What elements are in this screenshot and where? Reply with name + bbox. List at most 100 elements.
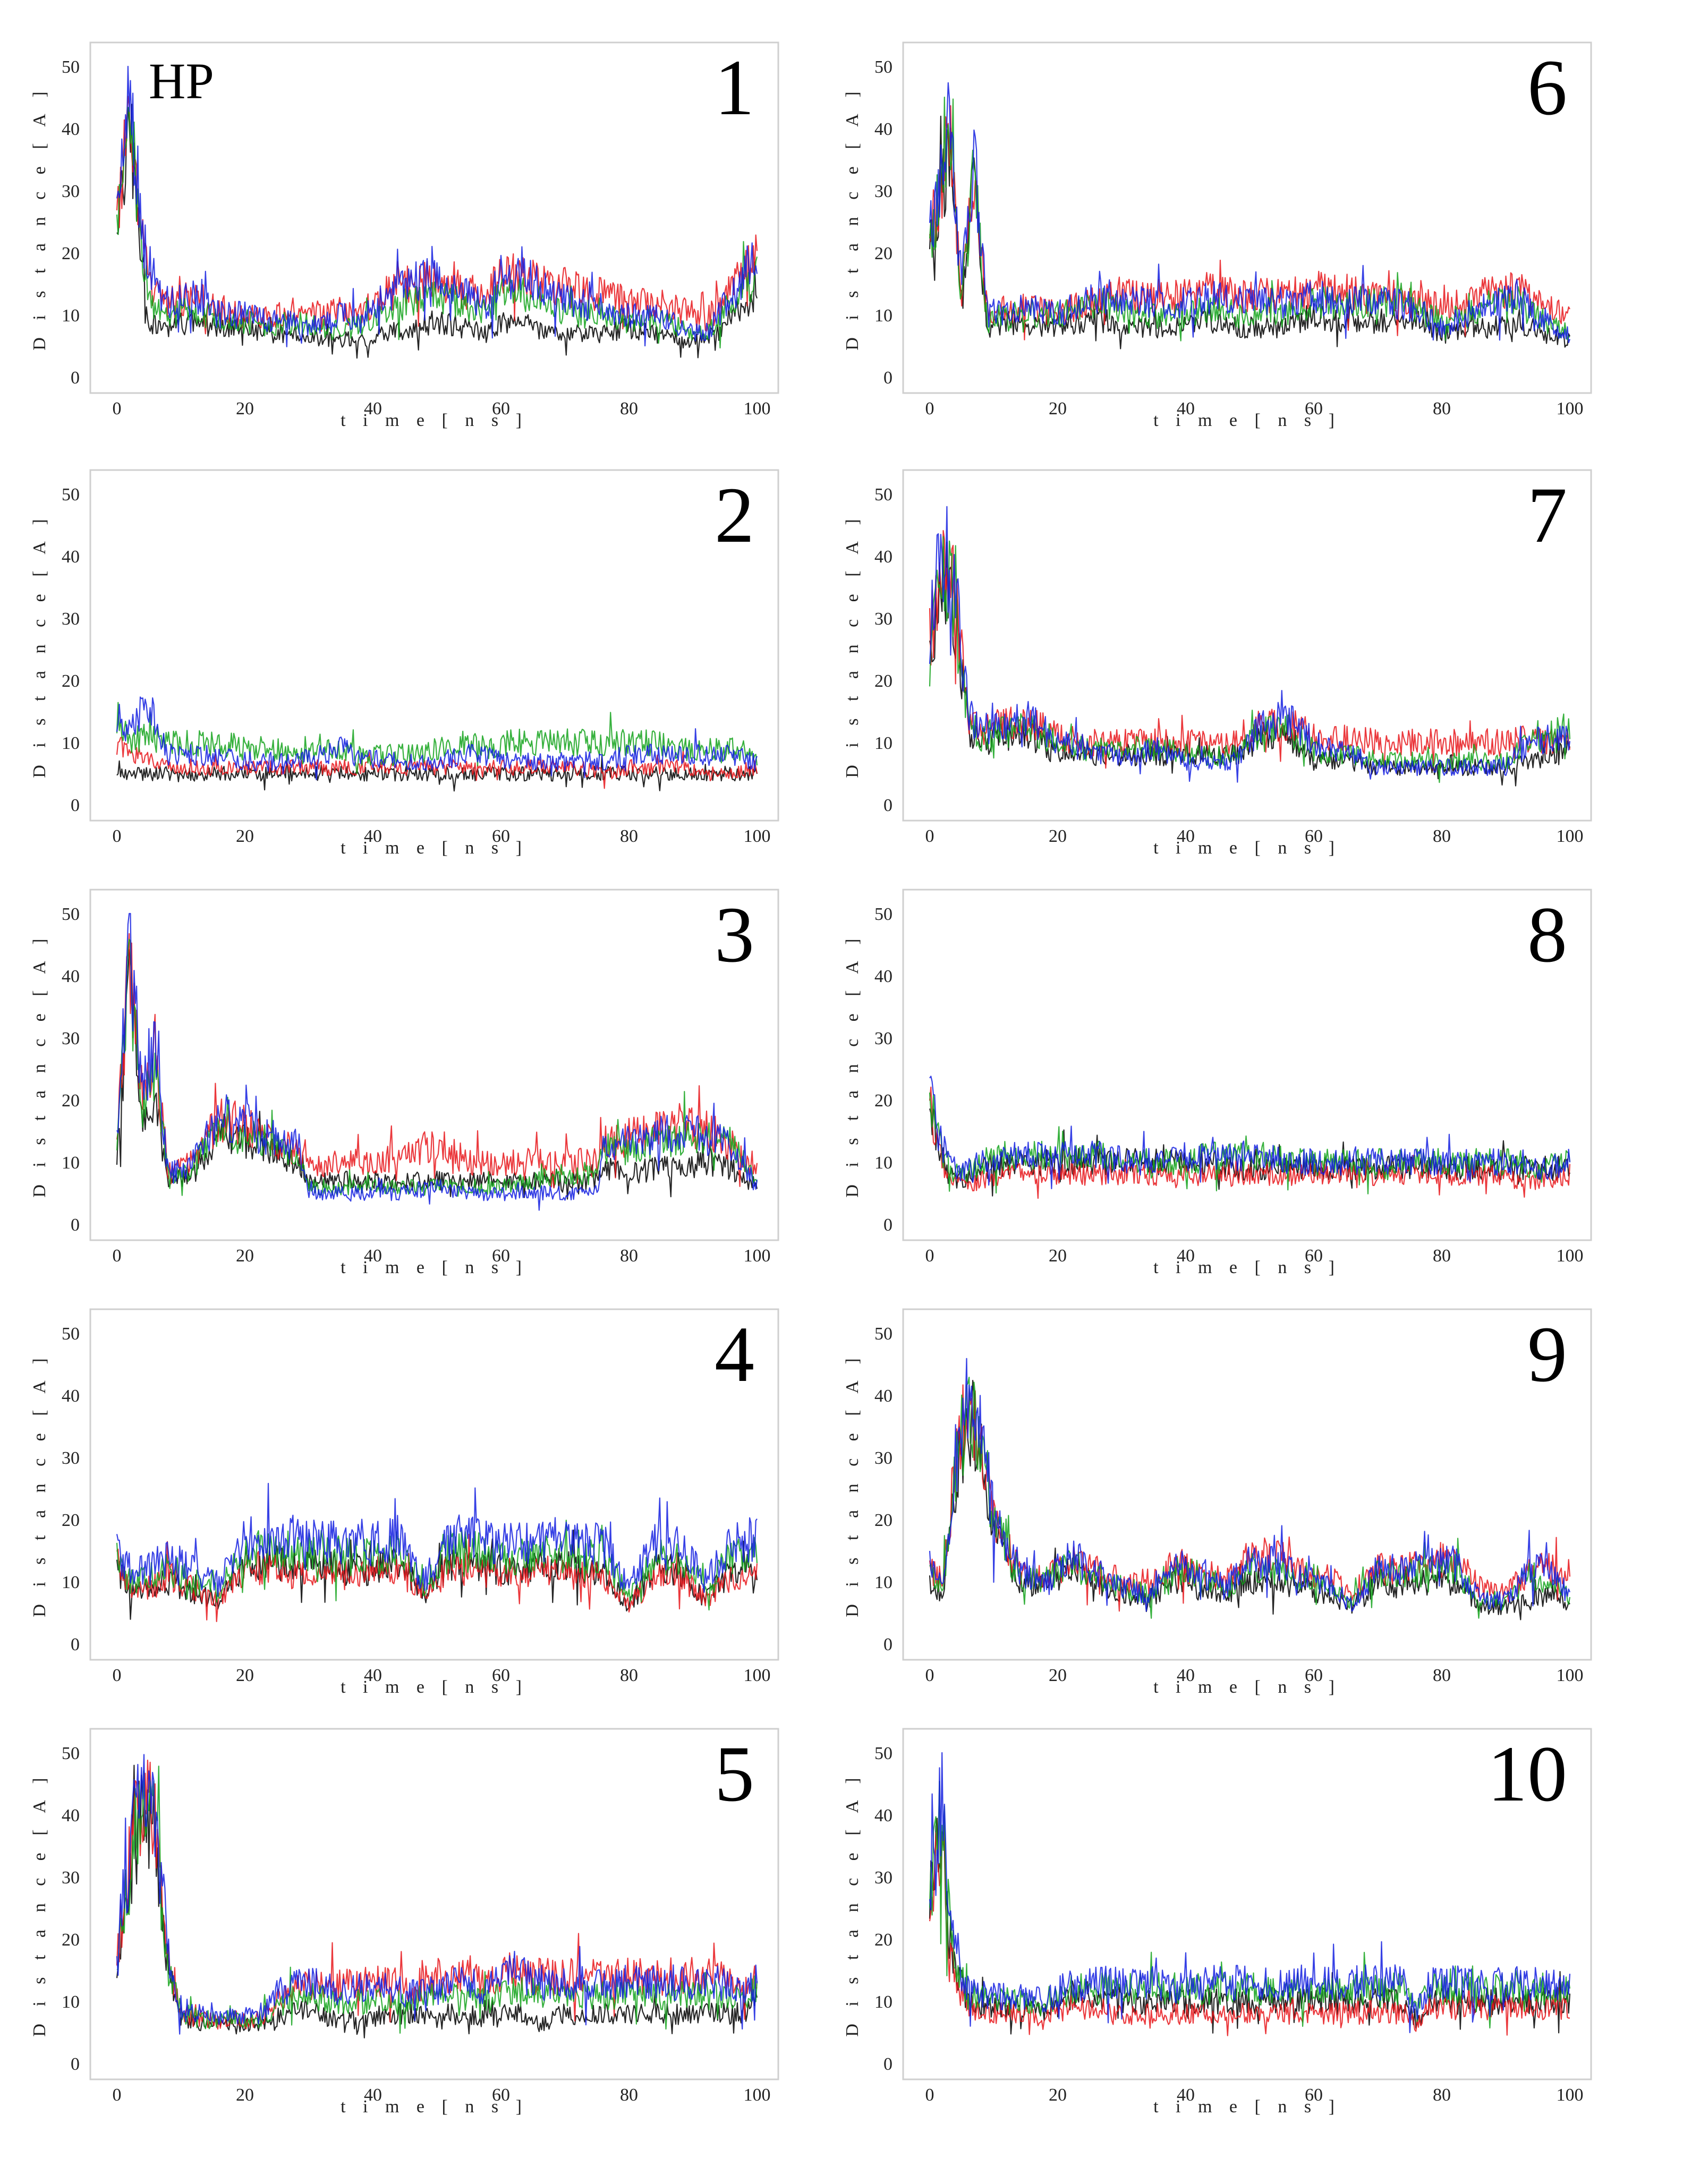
x-tick-label: 60: [492, 1246, 510, 1266]
series-blue-line: [929, 506, 1571, 783]
panel-number: 8: [1527, 891, 1567, 979]
y-tick-label: 10: [62, 1153, 80, 1173]
panel-2: 0 10 20 30 40 50 0 20 40 60 80 100 t i m e [ n s ] D …: [30, 469, 779, 858]
y-axis-label: D i s t a n c e [ A ]: [30, 932, 49, 1197]
x-tick-label: 100: [744, 1246, 771, 1266]
y-tick-label: 50: [874, 1744, 892, 1763]
y-axis-label: D i s t a n c e [ A ]: [843, 932, 862, 1197]
y-tick-label: 40: [62, 1386, 80, 1406]
x-tick-label: 0: [113, 2085, 122, 2105]
panel-frame: [89, 1308, 779, 1661]
y-tick-label: 50: [874, 905, 892, 924]
x-tick-label: 40: [1177, 1666, 1195, 1685]
panel-frame: [902, 1308, 1592, 1661]
y-tick-label: 0: [71, 1635, 80, 1654]
x-tick-label: 20: [236, 826, 254, 846]
panel-number: 3: [715, 891, 754, 979]
y-tick-label: 10: [874, 1153, 892, 1173]
y-tick-label: 30: [62, 1448, 80, 1468]
x-tick-label: 20: [236, 2085, 254, 2105]
y-tick-label: 20: [874, 1511, 892, 1530]
y-tick-label: 30: [62, 1868, 80, 1888]
panel-frame: [89, 469, 779, 822]
x-axis-label: t i m e [ n s ]: [1153, 411, 1341, 430]
y-tick-label: 0: [883, 1635, 892, 1654]
y-tick-label: 40: [62, 967, 80, 986]
y-tick-label: 10: [62, 1573, 80, 1592]
x-tick-label: 40: [364, 1666, 382, 1685]
y-tick-label: 20: [62, 1091, 80, 1111]
x-tick-label: 0: [925, 399, 934, 419]
x-tick-label: 80: [620, 399, 638, 419]
x-tick-label: 80: [1433, 826, 1451, 846]
x-tick-label: 20: [236, 399, 254, 419]
y-tick-label: 30: [874, 1029, 892, 1048]
x-tick-label: 80: [620, 2085, 638, 2105]
x-tick-label: 20: [1049, 1246, 1067, 1266]
x-tick-label: 0: [925, 1246, 934, 1266]
y-tick-label: 50: [62, 485, 80, 505]
y-tick-label: 50: [62, 1324, 80, 1344]
panel-4: 0 10 20 30 40 50 0 20 40 60 80 100 t i m e [ n s ] D …: [30, 1308, 779, 1697]
y-tick-label: 10: [62, 306, 80, 326]
x-tick-label: 0: [113, 1246, 122, 1266]
series-red-line: [929, 1086, 1571, 1199]
y-tick-label: 20: [62, 671, 80, 691]
series-red-line: [116, 1533, 758, 1623]
x-axis-label: t i m e [ n s ]: [341, 2097, 528, 2117]
x-axis-label: t i m e [ n s ]: [1153, 2097, 1341, 2117]
y-tick-label: 30: [874, 182, 892, 201]
series-blue-line: [116, 912, 758, 1211]
x-tick-label: 40: [364, 826, 382, 846]
x-tick-label: 100: [1557, 826, 1584, 846]
y-tick-label: 30: [874, 609, 892, 629]
panel-tag: HP: [149, 53, 214, 109]
x-tick-label: 20: [1049, 826, 1067, 846]
x-tick-label: 100: [744, 1666, 771, 1685]
y-tick-label: 10: [62, 733, 80, 753]
x-axis-label: t i m e [ n s ]: [341, 1677, 528, 1697]
x-axis-label: t i m e [ n s ]: [341, 411, 528, 430]
x-axis-label: t i m e [ n s ]: [1153, 1258, 1341, 1277]
y-tick-label: 40: [874, 1806, 892, 1825]
y-tick-label: 40: [874, 547, 892, 567]
x-tick-label: 0: [925, 1666, 934, 1685]
x-tick-label: 60: [1305, 399, 1323, 419]
y-tick-label: 0: [71, 2054, 80, 2074]
x-axis-label: t i m e [ n s ]: [1153, 838, 1341, 858]
panel-number: 9: [1527, 1310, 1567, 1398]
series-blue-line: [929, 1358, 1571, 1612]
panel-frame: [902, 889, 1592, 1241]
y-tick-label: 0: [883, 2054, 892, 2074]
series-red-line: [116, 96, 758, 335]
series-black-line: [116, 949, 758, 1200]
y-tick-label: 10: [874, 1992, 892, 2012]
x-axis-label: t i m e [ n s ]: [341, 1258, 528, 1277]
series-blue-line: [116, 1754, 758, 2035]
series-green-line: [929, 536, 1571, 783]
panel-10: 0 10 20 30 40 50 0 20 40 60 80 100 t i m e [ n s ] D …: [843, 1728, 1592, 2117]
series-black-line: [116, 1764, 758, 2038]
x-tick-label: 40: [1177, 1246, 1195, 1266]
x-axis-label: t i m e [ n s ]: [341, 838, 528, 858]
series-black-line: [116, 104, 758, 359]
panel-number: 7: [1527, 471, 1567, 559]
x-tick-label: 20: [236, 1666, 254, 1685]
x-tick-label: 40: [364, 399, 382, 419]
y-tick-label: 30: [62, 1029, 80, 1048]
y-axis-label: D i s t a n c e [ A ]: [30, 513, 49, 778]
series-green-line: [929, 96, 1570, 342]
y-tick-label: 0: [883, 368, 892, 388]
y-tick-label: 40: [62, 547, 80, 567]
x-tick-label: 80: [1433, 2085, 1451, 2105]
x-tick-label: 0: [925, 826, 934, 846]
y-tick-label: 30: [874, 1448, 892, 1468]
panel-3: 0 10 20 30 40 50 0 20 40 60 80 100 t i m e [ n s ] D …: [30, 889, 779, 1277]
series-blue-line: [929, 1752, 1571, 2034]
series-green-line: [116, 107, 758, 349]
x-tick-label: 80: [1433, 1666, 1451, 1685]
x-tick-label: 40: [1177, 826, 1195, 846]
panel-number: 2: [715, 471, 754, 559]
y-tick-label: 50: [874, 1324, 892, 1344]
